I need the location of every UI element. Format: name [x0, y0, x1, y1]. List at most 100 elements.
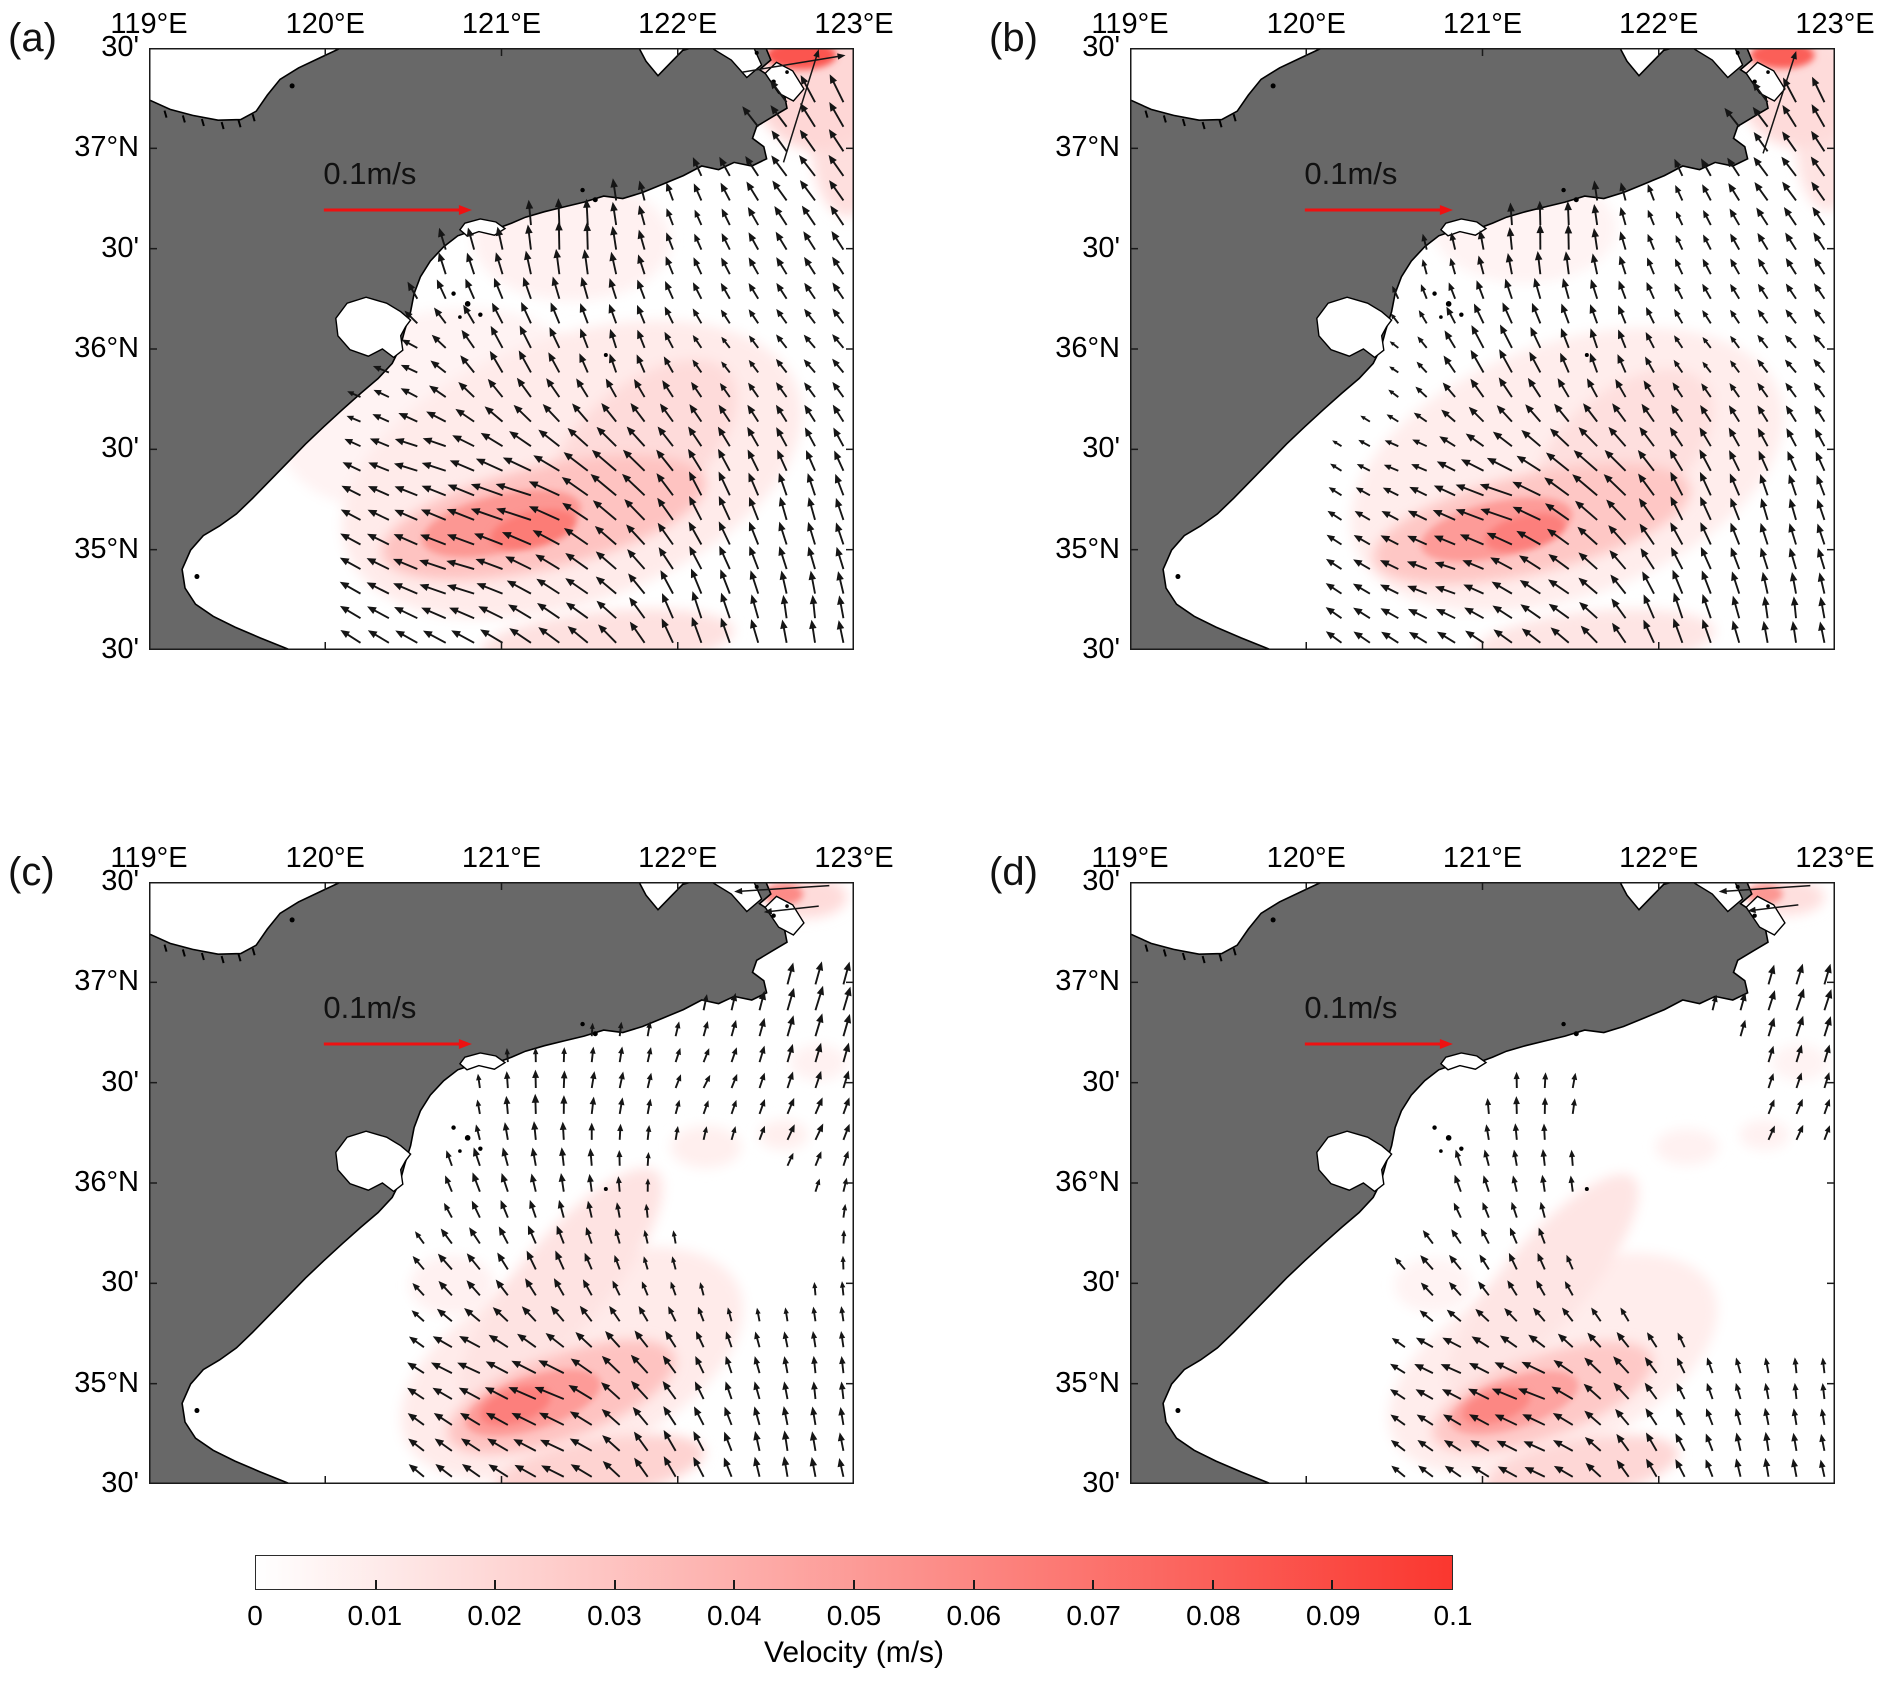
velocity-arrow: [1563, 251, 1571, 275]
velocity-arrow: [1512, 481, 1541, 497]
velocity-arrow: [608, 303, 618, 324]
velocity-arrow: [657, 522, 674, 546]
velocity-shading: [670, 1125, 742, 1168]
velocity-arrow: [814, 1070, 822, 1089]
velocity-arrow: [541, 1465, 565, 1478]
velocity-arrow: [1391, 1337, 1406, 1348]
velocity-arrow: [664, 306, 674, 324]
velocity-arrow: [1332, 440, 1343, 448]
velocity-arrow: [426, 411, 447, 423]
velocity-arrow: [637, 229, 646, 250]
velocity-arrow: [1545, 452, 1570, 472]
y-tick-label: 30': [101, 1065, 139, 1098]
velocity-arrow: [565, 552, 589, 570]
island: [754, 884, 759, 889]
velocity-arrow: [1760, 571, 1769, 594]
velocity-arrow: [493, 277, 504, 300]
velocity-arrow: [811, 1331, 818, 1348]
velocity-arrow: [1407, 510, 1428, 521]
velocity-arrow: [459, 1336, 481, 1349]
bay: [764, 61, 805, 102]
velocity-arrow: [1646, 1458, 1658, 1478]
velocity-arrow: [1564, 201, 1572, 226]
velocity-arrow: [1486, 457, 1513, 472]
velocity-arrow: [584, 1252, 593, 1270]
velocity-arrow: [629, 621, 646, 644]
velocity-arrow: [1739, 1019, 1747, 1037]
velocity-arrow: [570, 1358, 593, 1374]
velocity-arrow: [831, 231, 845, 251]
velocity-arrow: [596, 600, 617, 619]
velocity-arrow: [518, 350, 532, 373]
velocity-arrow: [1823, 963, 1832, 985]
velocity-arrow: [1734, 1432, 1742, 1452]
velocity-arrow: [730, 1019, 738, 1037]
velocity-arrow: [447, 484, 475, 497]
bay: [1439, 1052, 1488, 1071]
velocity-arrow: [558, 1173, 566, 1192]
velocity-arrow: [1609, 550, 1627, 570]
velocity-arrow: [1590, 279, 1599, 300]
velocity-arrow: [702, 1048, 710, 1063]
velocity-arrow: [1616, 1459, 1630, 1478]
velocity-arrow: [1795, 1098, 1803, 1115]
velocity-arrow: [1465, 433, 1485, 447]
velocity-arrow: [1433, 535, 1456, 546]
velocity-arrow: [830, 205, 845, 226]
velocity-arrow: [452, 435, 475, 448]
y-tick-label: 35°N: [1055, 1366, 1120, 1399]
velocity-arrow: [828, 154, 845, 177]
velocity-arrow: [1757, 258, 1769, 275]
velocity-arrow: [548, 352, 561, 373]
velocity-arrow: [550, 1305, 565, 1322]
velocity-arrow: [546, 378, 561, 398]
velocity-arrow: [1560, 303, 1570, 324]
bay: [764, 895, 805, 936]
coast-hatch: [1232, 947, 1237, 956]
velocity-arrow: [429, 385, 447, 398]
velocity-arrow: [525, 1278, 537, 1296]
velocity-arrow: [560, 1070, 568, 1089]
ref-arrow-label: 0.1m/s: [1304, 156, 1397, 191]
island: [1459, 312, 1464, 317]
coast-hatch: [1181, 952, 1186, 961]
velocity-arrow: [636, 354, 646, 373]
velocity-arrow: [1673, 359, 1684, 374]
velocity-arrow: [702, 994, 709, 1011]
velocity-arrow: [1540, 1149, 1547, 1166]
coast-hatch: [181, 115, 186, 123]
velocity-arrow: [814, 1097, 823, 1115]
velocity-arrow: [1440, 1364, 1462, 1374]
velocity-arrow: [472, 1147, 481, 1167]
velocity-arrow: [1782, 181, 1797, 202]
velocity-arrow: [724, 1381, 733, 1400]
velocity-arrow: [1521, 430, 1541, 447]
velocity-arrow: [644, 1203, 650, 1218]
velocity-arrow: [529, 1199, 537, 1218]
velocity-arrow: [646, 1047, 653, 1063]
velocity-arrow: [466, 1280, 481, 1296]
coast-hatch: [1232, 113, 1237, 122]
velocity-arrow: [1589, 328, 1599, 349]
x-tick-label: 120°E: [285, 8, 365, 40]
velocity-arrow: [618, 1097, 625, 1115]
velocity-arrow: [786, 1124, 795, 1141]
velocity-arrow: [1521, 628, 1541, 644]
velocity-arrow: [663, 1456, 677, 1478]
velocity-arrow: [340, 629, 362, 644]
velocity-arrow: [1729, 208, 1741, 226]
velocity-arrow: [1701, 158, 1712, 177]
velocity-arrow: [347, 391, 361, 398]
velocity-arrow: [695, 1331, 705, 1348]
velocity-arrow: [665, 281, 674, 300]
velocity-arrow: [1701, 383, 1712, 398]
velocity-arrow: [609, 251, 618, 275]
velocity-arrow: [1819, 1408, 1827, 1426]
velocity-arrow: [1729, 473, 1741, 496]
velocity-arrow: [1788, 474, 1797, 496]
velocity-arrow: [1494, 1414, 1518, 1426]
velocity-arrow: [1564, 224, 1573, 250]
island: [592, 197, 598, 203]
velocity-arrow: [1390, 313, 1400, 324]
velocity-arrow: [1676, 1382, 1686, 1400]
